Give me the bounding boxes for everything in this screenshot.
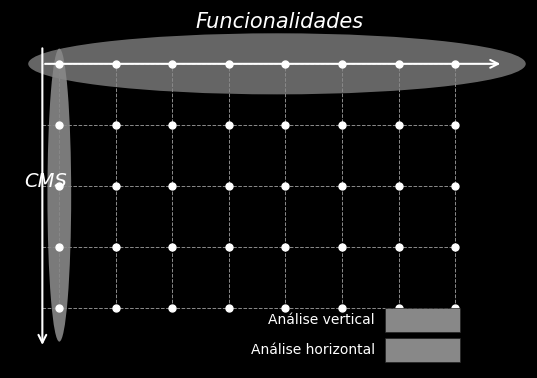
Ellipse shape — [28, 33, 526, 94]
Bar — [386, 338, 460, 362]
Text: Análise horizontal: Análise horizontal — [251, 343, 375, 357]
Text: Funcionalidades: Funcionalidades — [195, 12, 363, 32]
Text: CMS: CMS — [24, 172, 67, 191]
Ellipse shape — [47, 48, 71, 342]
Text: Análise vertical: Análise vertical — [268, 313, 375, 327]
Bar — [386, 308, 460, 332]
